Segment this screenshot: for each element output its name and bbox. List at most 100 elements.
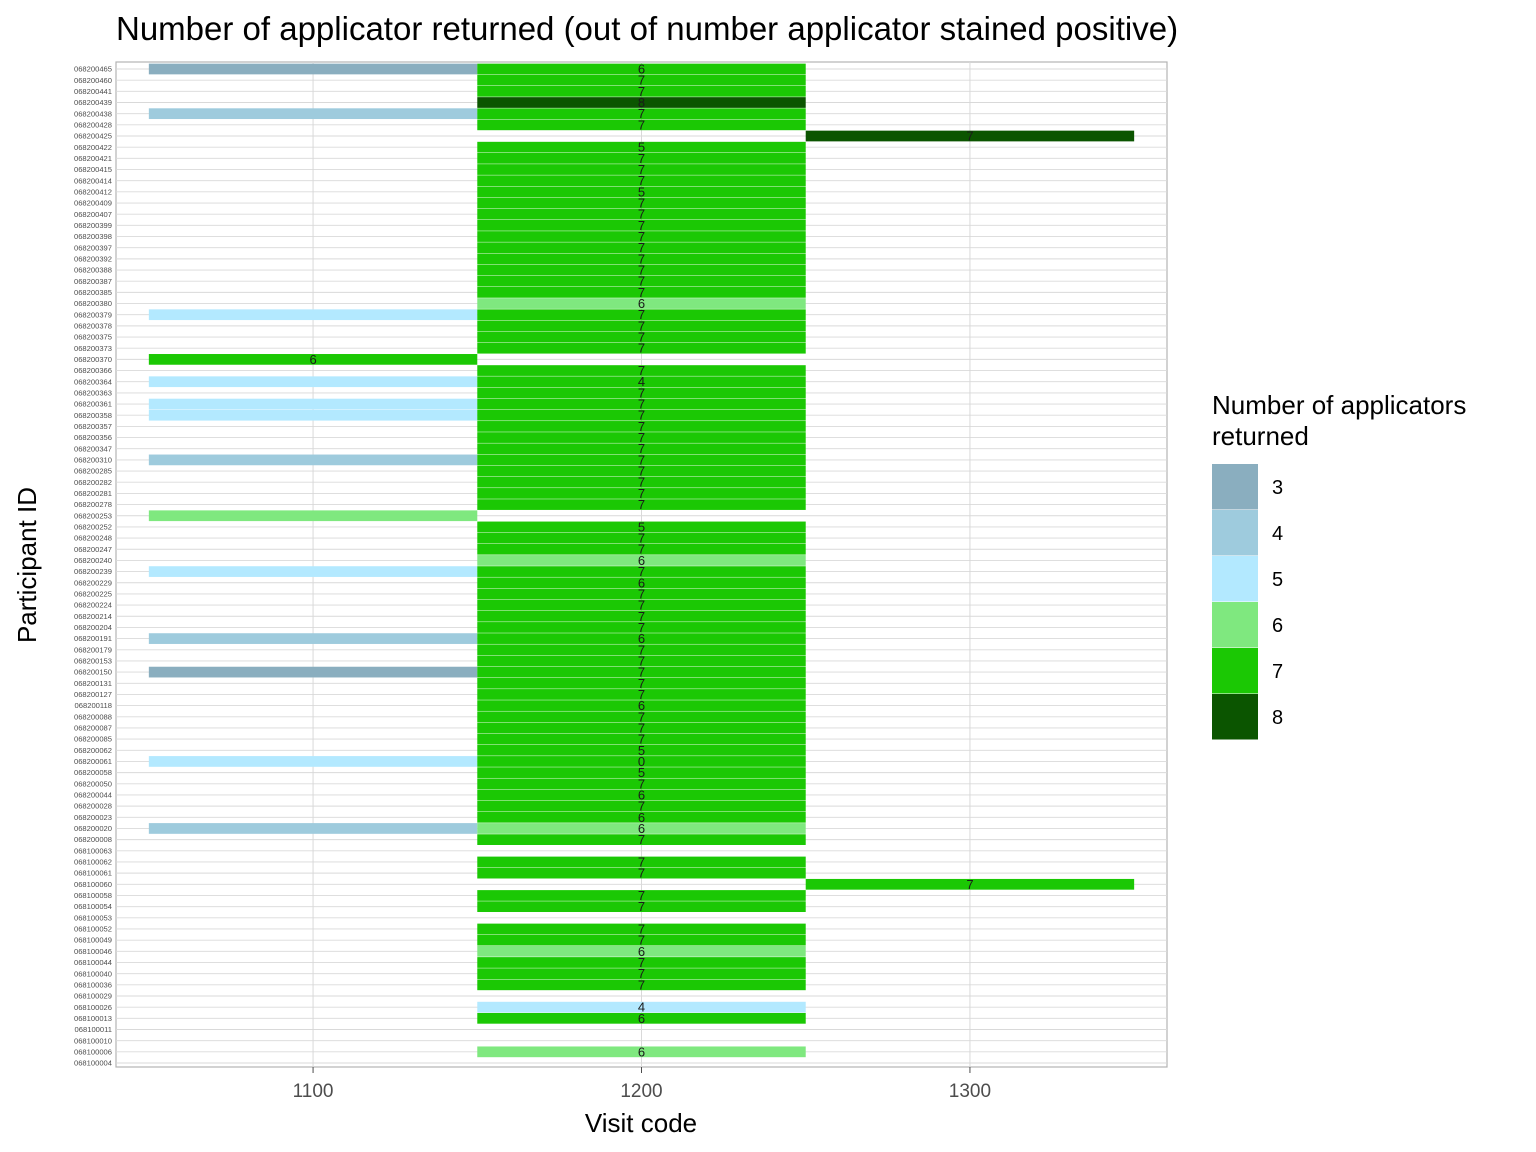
- cell-value-label: 7: [638, 464, 645, 479]
- y-tick-label: 068200204: [74, 623, 112, 632]
- y-tick-label: 068200397: [74, 243, 112, 252]
- heatmap-cell: [477, 231, 806, 242]
- heatmap-cell: [477, 957, 806, 968]
- heatmap-cell: [477, 1001, 806, 1013]
- cell-value-label: 7: [638, 240, 645, 255]
- heatmap-cell: [805, 130, 1135, 142]
- heatmap-cell: [477, 677, 806, 689]
- y-tick-label: 068200191: [74, 634, 112, 643]
- heatmap-cell: [477, 476, 806, 488]
- legend: Number of applicators returned 3 4 5 6 7 8: [1212, 390, 1466, 740]
- legend-key-label: 3: [1272, 477, 1283, 499]
- cell-value-label: 0: [638, 754, 645, 769]
- y-tick-label: 068200460: [74, 76, 112, 85]
- y-tick-label: 068200278: [74, 500, 112, 509]
- heatmap-cell: [477, 555, 806, 566]
- cell-value-label: 7: [638, 151, 645, 166]
- y-tick-label: 068200361: [74, 400, 112, 409]
- y-tick-label: 068200441: [74, 87, 112, 96]
- legend-key-swatch: [1212, 556, 1258, 602]
- cell-value-label: 7: [638, 709, 645, 724]
- legend-key-label: 6: [1272, 615, 1283, 637]
- x-tick-label: 1100: [293, 1081, 334, 1102]
- y-tick-label: 068100029: [74, 992, 112, 1001]
- y-tick-label: 068100049: [74, 936, 112, 945]
- heatmap-cell: [477, 320, 806, 332]
- heatmap-cell: [477, 409, 806, 421]
- y-tick-label: 068100052: [74, 925, 112, 934]
- y-tick-label: 068200375: [74, 333, 112, 342]
- heatmap-cell: [477, 610, 806, 622]
- y-tick-label: 068200088: [74, 712, 112, 721]
- y-tick-label: 068200214: [74, 612, 112, 621]
- cell-value-label: 7: [638, 430, 645, 445]
- cell-value-label: 7: [638, 408, 645, 423]
- y-tick-label: 068200357: [74, 422, 112, 431]
- heatmap-cell: [477, 398, 806, 410]
- heatmap-cell: [148, 823, 478, 834]
- heatmap-cell: [477, 767, 806, 778]
- cell-value-label: 7: [638, 318, 645, 333]
- heatmap-cell: [477, 923, 806, 935]
- cell-value-label: 5: [638, 765, 645, 780]
- y-tick-label: 068200378: [74, 321, 112, 330]
- y-axis-tick-labels: 068200465 068200460 068200441 068200439 0682…: [74, 65, 112, 1068]
- heatmap-cell: [477, 208, 806, 220]
- heatmap-cell: [477, 454, 806, 466]
- y-tick-label: 068200058: [74, 768, 112, 777]
- y-tick-label: 068200131: [74, 679, 112, 688]
- heatmap-cell: [148, 566, 478, 577]
- heatmap-cell: [477, 1012, 806, 1024]
- cell-value-label: 6: [638, 62, 645, 77]
- y-tick-label: 068100054: [74, 902, 112, 911]
- cell-value-label: 5: [638, 184, 645, 199]
- cell-value-label: 6: [638, 944, 645, 959]
- y-tick-label: 068100044: [74, 958, 112, 967]
- heatmap-cell: [477, 543, 806, 555]
- cell-value-label: 6: [638, 1011, 645, 1026]
- y-tick-label: 068200370: [74, 355, 112, 364]
- y-tick-label: 068100062: [74, 858, 112, 867]
- y-tick-label: 068200240: [74, 556, 112, 565]
- legend-key-swatch: [1212, 510, 1258, 556]
- y-tick-label: 068200023: [74, 813, 112, 822]
- cell-value-label: 7: [638, 977, 645, 992]
- cell-labels: 6677877577757777777776777774777777777775…: [309, 62, 973, 1060]
- heatmap-cell: [148, 510, 478, 522]
- heatmap-cell: [477, 968, 806, 980]
- y-tick-label: 068200224: [74, 601, 112, 610]
- cell-value-label: 6: [638, 575, 645, 590]
- heatmap-cell: [477, 588, 806, 600]
- heatmap-cell: [477, 644, 806, 656]
- cell-value-label: 7: [638, 921, 645, 936]
- cell-value-label: 7: [638, 620, 645, 635]
- heatmap-cell: [477, 689, 806, 700]
- heatmap-cell: [148, 376, 478, 388]
- heatmap-cell: [477, 934, 806, 946]
- heatmap-cell: [477, 309, 806, 321]
- cell-value-label: 7: [638, 899, 645, 914]
- heatmap-cell: [477, 365, 806, 376]
- heatmap-cell: [477, 164, 806, 175]
- heatmap-cell: [477, 800, 806, 812]
- heatmap-cell: [477, 152, 806, 164]
- cell-value-label: 7: [638, 363, 645, 378]
- cell-value-label: 7: [638, 196, 645, 211]
- heatmap-cell: [477, 387, 806, 399]
- y-tick-label: 068200465: [74, 65, 112, 74]
- y-tick-label: 068200281: [74, 489, 112, 498]
- cell-value-label: 7: [638, 441, 645, 456]
- y-tick-label: 068200347: [74, 444, 112, 453]
- y-tick-label: 068200252: [74, 523, 112, 532]
- y-tick-label: 068200392: [74, 254, 112, 263]
- heatmap-cell: [148, 454, 478, 466]
- heatmap-cell: [477, 733, 806, 745]
- heatmap-cell: [477, 901, 806, 913]
- y-tick-label: 068100046: [74, 947, 112, 956]
- cell-value-label: 7: [966, 877, 973, 892]
- cell-value-label: 7: [638, 854, 645, 869]
- cell-value-label: 7: [638, 531, 645, 546]
- legend-key-label: 5: [1272, 569, 1283, 591]
- heatmap-cell: [477, 219, 806, 231]
- legend-key-swatch: [1212, 648, 1258, 694]
